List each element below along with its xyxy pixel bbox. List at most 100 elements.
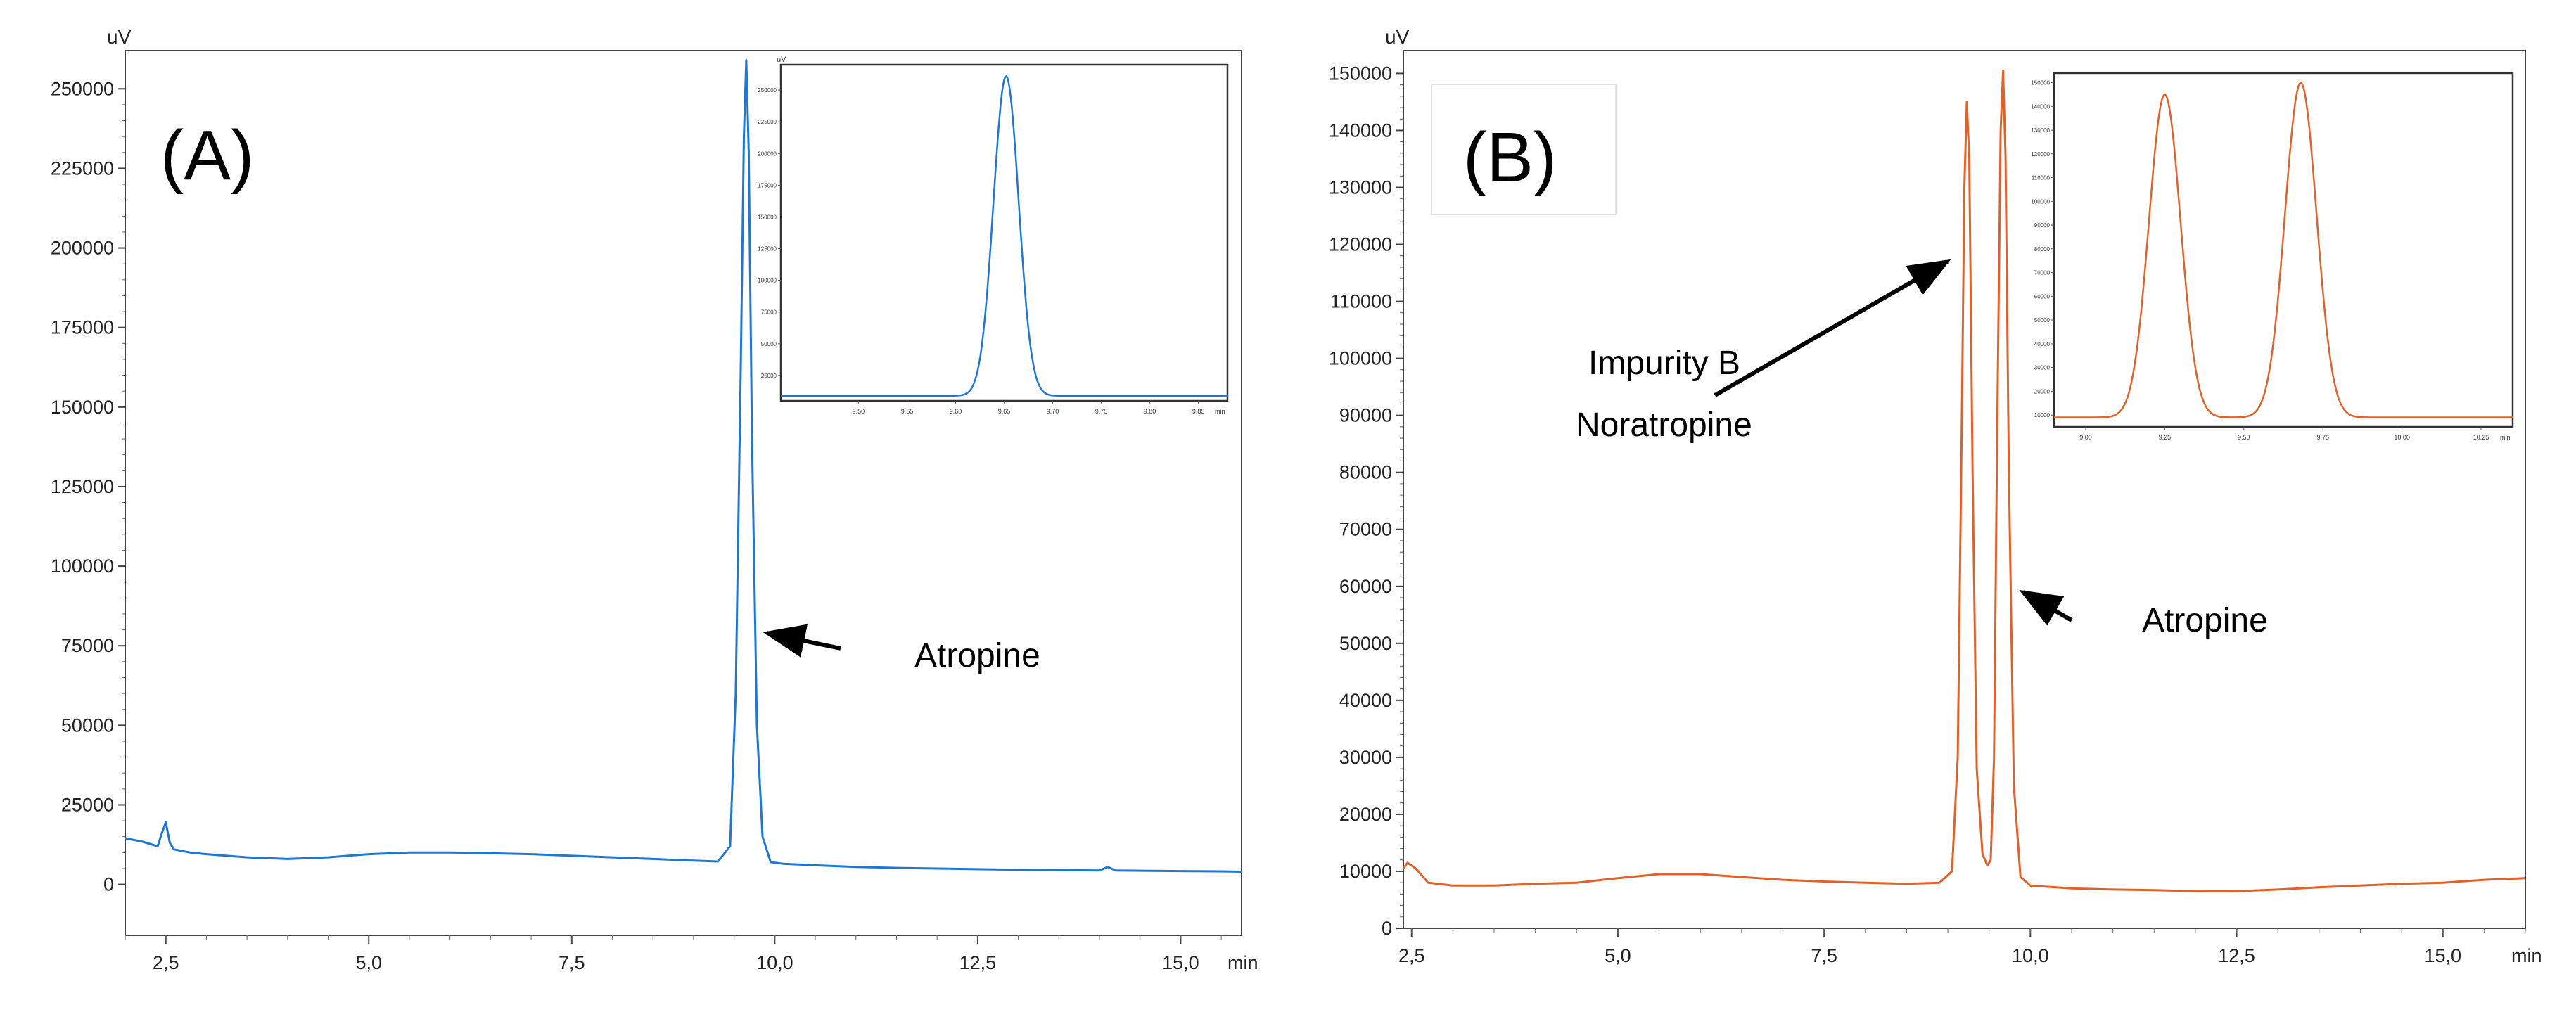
- inset-x-tick-label: 10,25: [2473, 434, 2489, 441]
- chart-panel-b: 0 10000 20000 30000 40000 50000 60000 70000 8000…: [1329, 26, 2542, 966]
- y-tick-label: 0: [1382, 918, 1392, 939]
- y-unit-label: uV: [107, 26, 132, 48]
- y-tick-label: 110000: [1330, 291, 1392, 312]
- inset-y-tick-label: 150000: [758, 214, 777, 220]
- x-tick-label: 10,0: [756, 952, 793, 973]
- annotation-label: Noratropine: [1576, 406, 1752, 444]
- y-tick-label: 150000: [1329, 63, 1392, 84]
- inset-y-tick-label: 100000: [2031, 198, 2050, 205]
- chart-panel-a: 0 25000 50000 75000 100000 125000 150000 175000…: [51, 26, 1258, 973]
- y-tick-label: 25000: [61, 794, 114, 815]
- inset-zoom-a: 25000 50000 75000 100000 125000 150000 175000 2…: [758, 56, 1229, 415]
- inset-zoom-b: 10000 20000 30000 40000 50000 60000 70000 80000…: [2031, 72, 2514, 441]
- inset-y-tick-label: 140000: [2031, 103, 2050, 110]
- y-unit-label: uV: [1385, 26, 1410, 48]
- x-tick-label: 5,0: [1605, 945, 1631, 966]
- inset-frame: [2053, 72, 2514, 428]
- x-tick-label: 12,5: [2218, 945, 2255, 966]
- inset-y-tick-label: 30000: [2034, 365, 2051, 371]
- inset-x-tick-label: 9,75: [1095, 408, 1108, 415]
- x-tick-label: 15,0: [2424, 945, 2461, 966]
- inset-y-tick-label: 20000: [2034, 388, 2051, 395]
- annotation-arrow: [763, 624, 841, 658]
- x-tick-label: 10,0: [2012, 945, 2049, 966]
- inset-trace: [781, 75, 1228, 397]
- x-tick-label: 15,0: [1162, 952, 1199, 973]
- inset-y-tick-label: 200000: [758, 150, 777, 157]
- y-tick-label: 20000: [1339, 804, 1392, 825]
- annotation-arrow: [1714, 259, 1951, 397]
- y-tick-label: 200000: [51, 238, 114, 259]
- inset-y-tick-label: 90000: [2034, 222, 2051, 229]
- inset-y-tick-label: 60000: [2034, 293, 2051, 300]
- annotation-arrow: [2019, 589, 2073, 626]
- panel-label: (A): [160, 116, 254, 195]
- inset-x-tick-label: 9,50: [2238, 434, 2250, 441]
- y-tick-label: 100000: [51, 556, 114, 577]
- y-tick-label: 175000: [51, 317, 114, 338]
- y-tick-label: 80000: [1339, 462, 1392, 483]
- chromatogram-trace: [1402, 69, 2526, 892]
- x-tick-label: 5,0: [355, 952, 382, 973]
- annotation-label: Atropine: [914, 637, 1040, 674]
- y-tick-label: 140000: [1329, 120, 1392, 141]
- inset-x-tick-label: 9,80: [1144, 408, 1156, 415]
- inset-x-tick-label: 9,75: [2316, 434, 2329, 441]
- x-tick-label: 7,5: [1811, 945, 1837, 966]
- inset-x-tick-label: 9,55: [901, 408, 914, 415]
- inset-y-tick-label: 70000: [2034, 270, 2051, 276]
- y-tick-label: 90000: [1339, 405, 1392, 426]
- inset-x-tick-label: 9,60: [950, 408, 962, 415]
- y-tick-label: 125000: [51, 476, 114, 497]
- y-tick-label: 10000: [1339, 861, 1392, 882]
- y-tick-label: 150000: [51, 397, 114, 418]
- y-tick-label: 50000: [61, 714, 114, 736]
- inset-y-tick-label: 10000: [2034, 412, 2051, 418]
- inset-y-unit: uV: [777, 56, 786, 64]
- inset-y-tick-label: 150000: [2031, 80, 2050, 86]
- y-tick-label: 225000: [51, 158, 114, 179]
- y-tick-label: 60000: [1339, 576, 1392, 597]
- x-unit-label: min: [1228, 952, 1258, 973]
- inset-y-tick-label: 100000: [758, 278, 777, 284]
- x-tick-label: 2,5: [1398, 945, 1425, 966]
- y-tick-label: 250000: [51, 78, 114, 99]
- y-tick-label: 120000: [1329, 234, 1392, 255]
- x-tick-label: 7,5: [559, 952, 585, 973]
- plot-frame: [1403, 50, 2526, 929]
- inset-y-tick-label: 80000: [2034, 246, 2051, 252]
- inset-y-tick-label: 120000: [2031, 151, 2050, 158]
- inset-x-tick-label: 9,50: [853, 408, 865, 415]
- y-tick-label: 50000: [1339, 633, 1392, 654]
- inset-x-unit: min: [1215, 408, 1225, 415]
- inset-y-tick-label: 110000: [2032, 175, 2051, 181]
- inset-x-unit: min: [2500, 434, 2511, 441]
- x-tick-label: 12,5: [959, 952, 997, 973]
- inset-y-tick-label: 130000: [2031, 127, 2050, 134]
- y-tick-label: 75000: [61, 635, 114, 656]
- y-tick-label: 70000: [1339, 519, 1392, 540]
- inset-y-tick-label: 50000: [761, 341, 777, 347]
- inset-x-tick-label: 10,00: [2394, 434, 2410, 441]
- inset-x-tick-label: 9,70: [1047, 408, 1059, 415]
- inset-y-tick-label: 250000: [758, 87, 777, 94]
- chromatogram-trace: [125, 59, 1242, 873]
- inset-x-tick-label: 9,65: [998, 408, 1011, 415]
- panel-label: (B): [1463, 118, 1557, 197]
- x-unit-label: min: [2511, 945, 2542, 966]
- inset-y-tick-label: 40000: [2034, 341, 2051, 347]
- inset-x-tick-label: 9,25: [2159, 434, 2172, 441]
- annotation-label: Atropine: [2142, 602, 2268, 639]
- y-tick-label: 130000: [1329, 177, 1392, 198]
- y-tick-label: 0: [103, 874, 114, 895]
- inset-x-tick-label: 9,85: [1192, 408, 1205, 415]
- inset-trace: [2054, 81, 2513, 418]
- y-tick-label: 30000: [1339, 747, 1392, 768]
- inset-y-tick-label: 75000: [761, 309, 777, 316]
- inset-y-tick-label: 125000: [758, 246, 777, 252]
- annotation-label: Impurity B: [1588, 345, 1740, 382]
- panel-label-box: [1431, 84, 1617, 215]
- y-tick-label: 100000: [1329, 348, 1392, 369]
